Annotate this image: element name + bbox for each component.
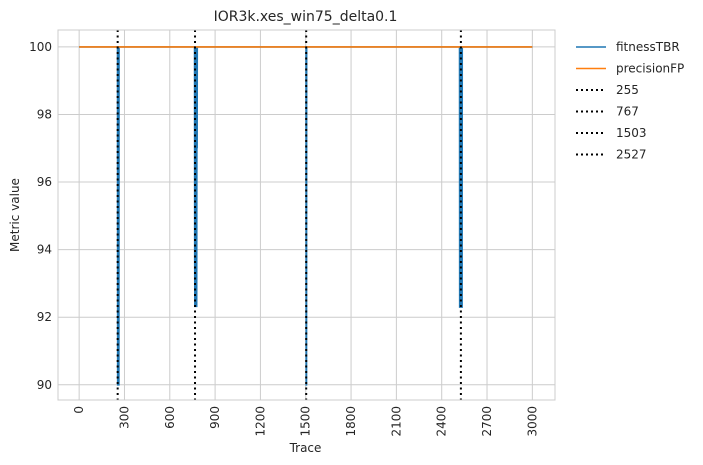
legend-label-767: 767 bbox=[616, 105, 639, 119]
x-tick-label: 3000 bbox=[525, 406, 539, 437]
y-tick-label: 100 bbox=[29, 40, 52, 54]
x-tick-label: 1500 bbox=[299, 406, 313, 437]
tick-labels: 0 300 600 900 1200 1500 1800 2100 2400 2700 3000 90… bbox=[29, 40, 539, 437]
plot-frame bbox=[57, 29, 556, 401]
series-layer bbox=[79, 30, 533, 400]
legend-label-precisionFP: precisionFP bbox=[616, 62, 684, 76]
y-axis-label: Metric value bbox=[8, 178, 22, 252]
y-tick-label: 94 bbox=[37, 243, 52, 257]
x-tick-label: 2700 bbox=[480, 406, 494, 437]
x-tick-label: 600 bbox=[163, 406, 177, 429]
x-tick-label: 1200 bbox=[253, 406, 267, 437]
legend-label-1503: 1503 bbox=[616, 126, 647, 140]
x-tick-label: 0 bbox=[72, 406, 86, 414]
legend-label-fitnessTBR: fitnessTBR bbox=[616, 40, 680, 54]
x-tick-label: 300 bbox=[117, 406, 131, 429]
x-tick-label: 1800 bbox=[344, 406, 358, 437]
x-tick-label: 900 bbox=[208, 406, 222, 429]
y-tick-label: 98 bbox=[37, 107, 52, 121]
x-axis-label: Trace bbox=[289, 441, 322, 455]
y-tick-label: 92 bbox=[37, 310, 52, 324]
y-tick-label: 90 bbox=[37, 378, 52, 392]
y-tick-label: 96 bbox=[37, 175, 52, 189]
legend: fitnessTBR precisionFP 255 767 1503 2527 bbox=[576, 40, 684, 162]
chart-title: IOR3k.xes_win75_delta0.1 bbox=[214, 9, 398, 25]
legend-label-255: 255 bbox=[616, 83, 639, 97]
x-tick-label: 2100 bbox=[389, 406, 403, 437]
plot-border bbox=[57, 29, 556, 401]
legend-label-2527: 2527 bbox=[616, 148, 647, 162]
x-tick-label: 2400 bbox=[435, 406, 449, 437]
